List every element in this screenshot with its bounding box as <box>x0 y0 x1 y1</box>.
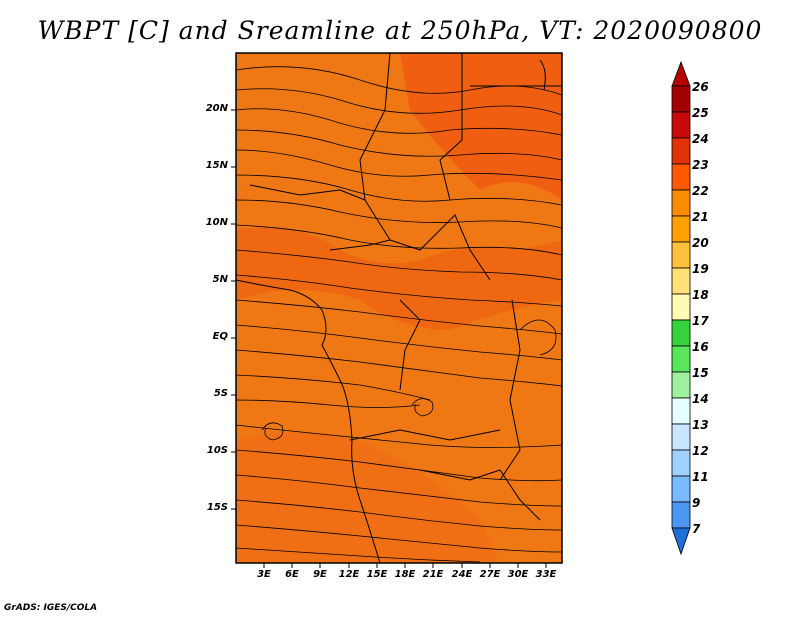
colorbar-label: 23 <box>692 158 709 172</box>
colorbar-segment <box>671 137 691 165</box>
lat-label: 5S <box>213 388 228 399</box>
lon-label: 18E <box>394 569 416 580</box>
colorbar-segment <box>671 163 691 191</box>
colorbar-label: 16 <box>692 340 709 354</box>
colorbar <box>671 60 691 556</box>
colorbar-label: 12 <box>692 444 709 458</box>
colorbar-segment <box>671 501 691 529</box>
axis-ticks <box>231 109 547 568</box>
lat-label: EQ <box>212 331 228 342</box>
colorbar-segment <box>671 475 691 503</box>
colorbar-segment <box>671 267 691 295</box>
colorbar-label: 11 <box>692 470 709 484</box>
colorbar-label: 24 <box>692 132 709 146</box>
colorbar-label: 7 <box>692 522 701 536</box>
lon-label: 30E <box>507 569 529 580</box>
map-frame <box>235 52 563 564</box>
lon-label: 9E <box>313 569 327 580</box>
colorbar-segment <box>671 85 691 113</box>
colorbar-segment <box>671 293 691 321</box>
colorbar-bottom-arrow <box>671 527 691 556</box>
lat-label: 10S <box>206 445 228 456</box>
colorbar-segment <box>671 215 691 243</box>
colorbar-label: 18 <box>692 288 709 302</box>
colorbar-segment <box>671 189 691 217</box>
warm-region <box>236 227 562 330</box>
warm-region <box>400 53 562 200</box>
colorbar-label: 19 <box>692 262 709 276</box>
lon-label: 15E <box>366 569 388 580</box>
lat-label: 10N <box>205 217 228 228</box>
colorbar-label: 9 <box>692 496 701 510</box>
colorbar-segment <box>671 423 691 451</box>
lat-label: 15N <box>205 160 228 171</box>
colorbar-segment <box>671 345 691 373</box>
lon-label: 24E <box>451 569 473 580</box>
colorbar-label: 13 <box>692 418 709 432</box>
colorbar-label: 20 <box>692 236 709 250</box>
lon-label: 6E <box>285 569 299 580</box>
lon-label: 27E <box>479 569 501 580</box>
lon-label: 12E <box>338 569 360 580</box>
lat-label: 15S <box>206 502 228 513</box>
colorbar-label: 26 <box>692 80 709 94</box>
colorbar-segment <box>671 111 691 139</box>
colorbar-segment <box>671 241 691 269</box>
colorbar-label: 14 <box>692 392 709 406</box>
colorbar-top-arrow <box>671 60 691 87</box>
lon-label: 33E <box>535 569 557 580</box>
colorbar-label: 25 <box>692 106 709 120</box>
colorbar-label: 21 <box>692 210 709 224</box>
lat-label: 5N <box>212 274 228 285</box>
credit-text: GrADS: IGES/COLA <box>4 603 98 613</box>
lon-label: 3E <box>257 569 271 580</box>
country-boundaries <box>235 52 562 564</box>
colorbar-segment <box>671 319 691 347</box>
colorbar-label: 22 <box>692 184 709 198</box>
colorbar-segment <box>671 371 691 399</box>
lat-label: 20N <box>205 103 228 114</box>
lon-label: 21E <box>422 569 444 580</box>
colorbar-label: 15 <box>692 366 709 380</box>
colorbar-segment <box>671 397 691 425</box>
colorbar-segment <box>671 449 691 477</box>
chart-title: WBPT [C] and Sreamline at 250hPa, VT: 20… <box>37 16 763 45</box>
streamlines <box>235 66 563 563</box>
colorbar-label: 17 <box>692 314 709 328</box>
